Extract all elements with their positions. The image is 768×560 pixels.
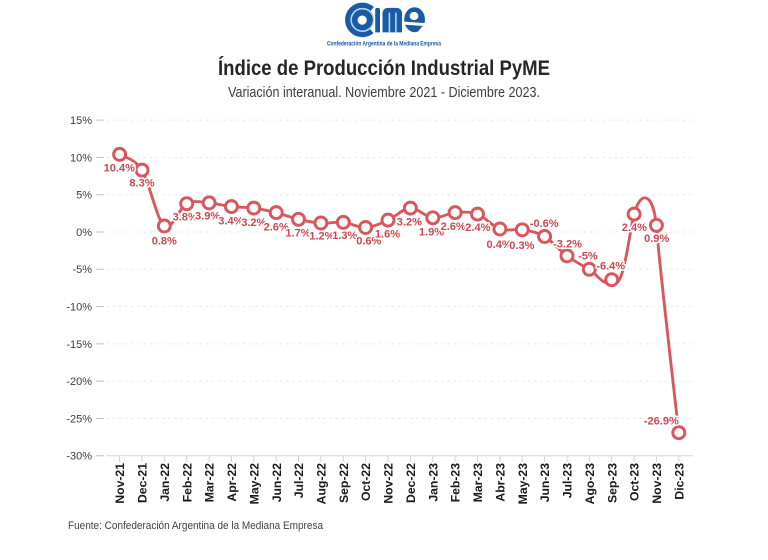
svg-text:3.8%: 3.8% bbox=[173, 212, 198, 224]
svg-text:3.2%: 3.2% bbox=[241, 217, 266, 229]
svg-text:-10%: -10% bbox=[66, 302, 92, 314]
svg-text:Feb-22: Feb-22 bbox=[180, 463, 194, 503]
svg-text:Mar-23: Mar-23 bbox=[471, 463, 485, 503]
svg-text:Índice de Producción Industria: Índice de Producción Industrial PyME bbox=[218, 57, 550, 80]
svg-text:2.6%: 2.6% bbox=[264, 221, 289, 233]
svg-text:-15%: -15% bbox=[66, 339, 92, 351]
svg-text:Dec-21: Dec-21 bbox=[136, 463, 150, 503]
svg-text:0.9%: 0.9% bbox=[644, 233, 669, 245]
svg-text:May-22: May-22 bbox=[247, 463, 261, 505]
svg-text:Jan-23: Jan-23 bbox=[426, 463, 440, 502]
svg-text:0.3%: 0.3% bbox=[509, 240, 534, 252]
svg-text:May-23: May-23 bbox=[516, 463, 530, 505]
svg-text:Nov-21: Nov-21 bbox=[113, 463, 127, 504]
svg-text:Dic-23: Dic-23 bbox=[672, 463, 686, 500]
svg-text:Ago-23: Ago-23 bbox=[583, 463, 597, 505]
svg-text:-30%: -30% bbox=[66, 451, 92, 463]
svg-text:Jun-22: Jun-22 bbox=[270, 463, 284, 503]
svg-text:Variación interanual. Noviembr: Variación interanual. Noviembre 2021 - D… bbox=[228, 85, 540, 101]
svg-text:Jan-22: Jan-22 bbox=[158, 463, 172, 502]
svg-text:Sep-22: Sep-22 bbox=[337, 463, 351, 503]
svg-text:0%: 0% bbox=[76, 227, 92, 239]
svg-text:0.6%: 0.6% bbox=[356, 235, 381, 247]
svg-text:-6.4%: -6.4% bbox=[596, 261, 625, 273]
svg-text:3.9%: 3.9% bbox=[195, 211, 220, 223]
svg-text:8.3%: 8.3% bbox=[129, 178, 154, 190]
svg-text:5%: 5% bbox=[76, 190, 92, 202]
svg-text:-0.6%: -0.6% bbox=[530, 218, 559, 230]
svg-text:2.6%: 2.6% bbox=[441, 221, 466, 233]
svg-text:3.2%: 3.2% bbox=[397, 216, 422, 228]
svg-text:Jul-22: Jul-22 bbox=[292, 463, 306, 498]
svg-text:Confederación Argentina de la: Confederación Argentina de la Mediana Em… bbox=[327, 42, 442, 48]
svg-text:2.4%: 2.4% bbox=[622, 222, 647, 234]
svg-text:15%: 15% bbox=[70, 115, 92, 127]
svg-text:-5%: -5% bbox=[72, 264, 92, 276]
svg-text:Jul-23: Jul-23 bbox=[561, 463, 575, 498]
svg-text:Nov-22: Nov-22 bbox=[382, 463, 396, 504]
svg-text:3.4%: 3.4% bbox=[218, 215, 243, 227]
svg-text:-25%: -25% bbox=[66, 413, 92, 425]
svg-text:0.4%: 0.4% bbox=[487, 239, 512, 251]
svg-text:Oct-22: Oct-22 bbox=[359, 463, 373, 501]
svg-text:Fuente: Confederación Argentin: Fuente: Confederación Argentina de la Me… bbox=[68, 520, 323, 532]
svg-text:Nov-23: Nov-23 bbox=[650, 463, 664, 504]
svg-text:1.3%: 1.3% bbox=[332, 230, 357, 242]
svg-text:1.9%: 1.9% bbox=[419, 226, 444, 238]
svg-text:Sep-23: Sep-23 bbox=[605, 463, 619, 503]
svg-text:Jun-23: Jun-23 bbox=[538, 463, 552, 503]
svg-text:Feb-23: Feb-23 bbox=[449, 463, 463, 503]
svg-text:-20%: -20% bbox=[66, 376, 92, 388]
svg-text:Dec-22: Dec-22 bbox=[404, 463, 418, 503]
svg-text:Apr-22: Apr-22 bbox=[225, 463, 239, 502]
svg-text:2.4%: 2.4% bbox=[465, 222, 490, 234]
svg-text:Mar-22: Mar-22 bbox=[203, 463, 217, 503]
svg-text:Oct-23: Oct-23 bbox=[628, 463, 642, 501]
svg-text:1.6%: 1.6% bbox=[375, 229, 400, 241]
svg-text:Abr-23: Abr-23 bbox=[494, 463, 508, 502]
svg-text:-26.9%: -26.9% bbox=[644, 416, 679, 428]
svg-text:0.8%: 0.8% bbox=[152, 235, 177, 247]
svg-text:1.7%: 1.7% bbox=[285, 228, 310, 240]
svg-text:10%: 10% bbox=[70, 152, 92, 164]
svg-text:-3.2%: -3.2% bbox=[553, 239, 582, 251]
svg-text:Aug-22: Aug-22 bbox=[315, 463, 329, 505]
svg-text:1.2%: 1.2% bbox=[309, 231, 334, 243]
svg-text:10.4%: 10.4% bbox=[104, 163, 136, 175]
svg-text:-5%: -5% bbox=[578, 251, 598, 263]
